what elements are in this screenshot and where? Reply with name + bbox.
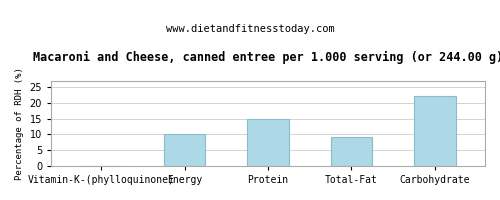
Bar [330, 137, 372, 166]
Bar [247, 119, 289, 166]
Text: www.dietandfitnesstoday.com: www.dietandfitnesstoday.com [166, 24, 334, 34]
Y-axis label: Percentage of RDH (%): Percentage of RDH (%) [15, 67, 24, 180]
Title: Macaroni and Cheese, canned entree per 1.000 serving (or 244.00 g): Macaroni and Cheese, canned entree per 1… [33, 51, 500, 64]
Bar [414, 96, 456, 166]
Bar [164, 134, 205, 166]
